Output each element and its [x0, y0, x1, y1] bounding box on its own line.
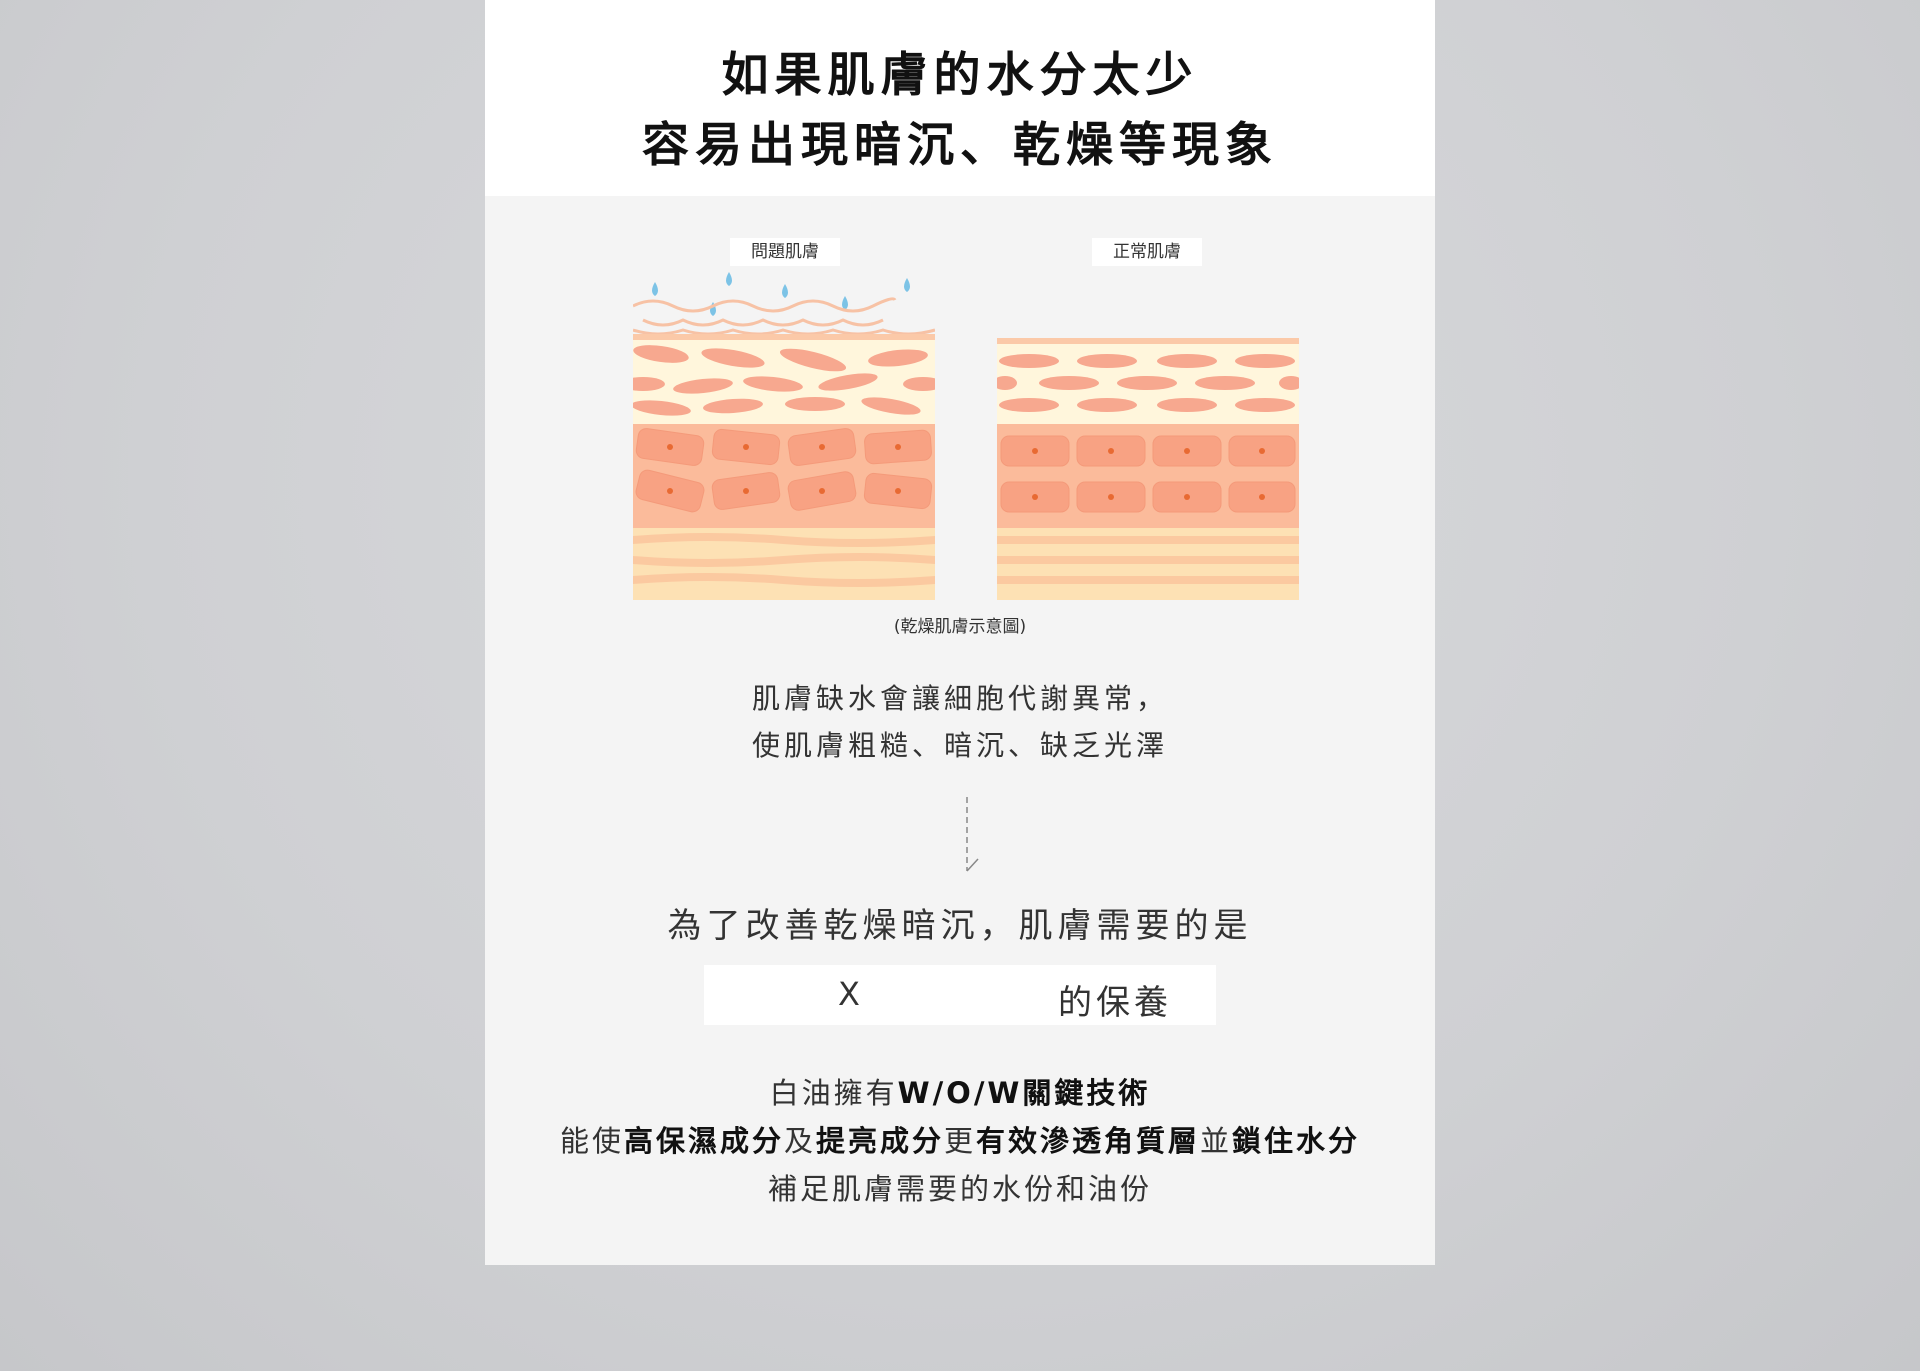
header: 如果肌膚的水分太少 容易出現暗沉、乾燥等現象: [485, 0, 1435, 196]
normal-skin-illustration: [997, 338, 1299, 600]
desc-text: 能使: [559, 1124, 624, 1158]
collab-box: X 的保養: [704, 965, 1216, 1025]
desc-highlight: W/O/W關鍵技術: [897, 1076, 1151, 1110]
need-statement: 為了改善乾燥暗沉，肌膚需要的是: [667, 906, 1253, 946]
arrow-down-icon: [966, 797, 979, 872]
desc-highlight: 鎖住水分: [1232, 1124, 1361, 1158]
normal-skin-label: 正常肌膚: [1092, 238, 1202, 266]
description-line-3: 補足肌膚需要的水份和油份: [485, 1166, 1435, 1208]
x-mark: X: [838, 975, 860, 1013]
desc-text: 並: [1200, 1124, 1233, 1158]
content-card: 如果肌膚的水分太少 容易出現暗沉、乾燥等現象 問題肌膚 正常肌膚: [485, 0, 1435, 1265]
problem-skin-illustration: [633, 272, 935, 600]
care-suffix: 的保養: [1058, 983, 1172, 1023]
title-line-1: 如果肌膚的水分太少: [721, 48, 1199, 103]
desc-text: 及: [783, 1124, 816, 1158]
description-line-1: 白油擁有W/O/W關鍵技術: [485, 1070, 1435, 1112]
desc-text: 補足肌膚需要的水份和油份: [767, 1172, 1152, 1206]
desc-highlight: 高保濕成分: [623, 1124, 784, 1158]
desc-highlight: 提亮成分: [815, 1124, 944, 1158]
problem-skin-label: 問題肌膚: [730, 238, 840, 266]
desc-highlight: 有效滲透角質層: [976, 1124, 1201, 1158]
desc-text: 白油擁有: [769, 1076, 898, 1110]
explanation-line-1: 肌膚缺水會讓細胞代謝異常，: [751, 682, 1168, 715]
diagram-caption: (乾燥肌膚示意圖): [893, 617, 1027, 637]
explanation-line-2: 使肌膚粗糙、暗沉、缺乏光澤: [751, 729, 1168, 762]
title-line-2: 容易出現暗沉、乾燥等現象: [642, 118, 1278, 173]
description-line-2: 能使高保濕成分及提亮成分更有效滲透角質層並鎖住水分: [485, 1118, 1435, 1160]
desc-text: 更: [944, 1124, 977, 1158]
